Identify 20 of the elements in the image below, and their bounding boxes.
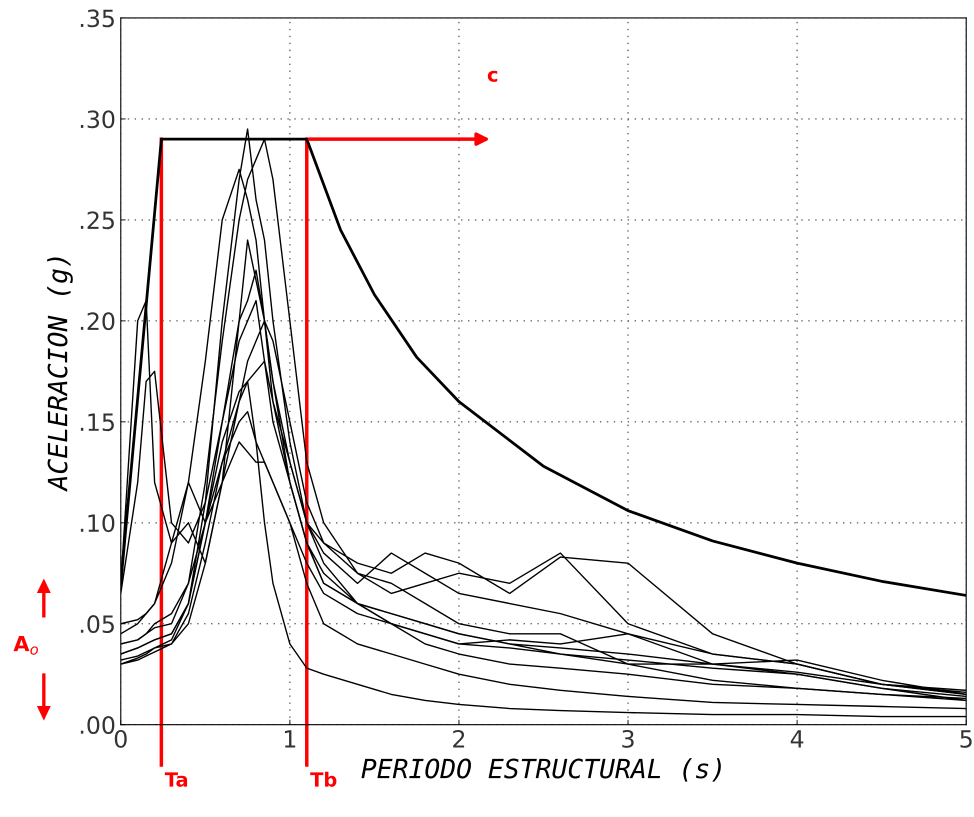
- x-tick-label: 3: [622, 730, 634, 748]
- y-tick-label: .15: [80, 414, 114, 432]
- x-tick-label: 0: [114, 730, 127, 748]
- y-tick-label: .35: [80, 9, 114, 28]
- x-tick-label: 2: [453, 730, 464, 748]
- y-tick-label: .05: [80, 615, 114, 634]
- y-tick-label: .25: [80, 211, 114, 230]
- annotation: c: [488, 70, 498, 82]
- x-tick-label: 5: [960, 730, 972, 748]
- x-tick-label: 4: [790, 730, 804, 748]
- y-tick-label: .00: [80, 716, 114, 734]
- y-tick-label: .30: [80, 110, 114, 128]
- x-axis-title: PERIODO ESTRUCTURAL (s): [361, 758, 721, 782]
- y-axis-title: ACELERACION (g): [47, 258, 73, 492]
- ref-line-label: Ta: [164, 772, 188, 787]
- y-tick-label: .20: [80, 312, 114, 330]
- y-tick-label: .10: [80, 514, 114, 532]
- x-tick-label: 1: [284, 730, 296, 748]
- text: A$_{o}$: [13, 636, 38, 655]
- ref-line-label: Tb: [310, 772, 336, 787]
